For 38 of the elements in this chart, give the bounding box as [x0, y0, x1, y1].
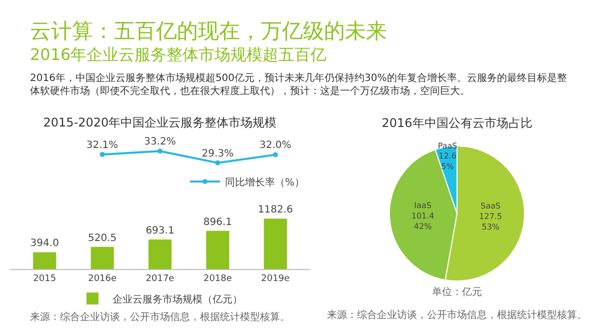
x-tick-label: 2016e	[88, 274, 117, 284]
data-label: 33.2%	[144, 136, 176, 148]
source-note: 来源：综合企业访谈，公开市场信息，根据统计模型核算。	[327, 309, 587, 321]
text: 云计算：五百亿的现在，万亿级的未来	[30, 18, 388, 44]
point	[158, 148, 162, 154]
x-tick-label: 2018e	[203, 274, 232, 284]
data-label: 693.1	[146, 225, 174, 236]
data-label: 896.1	[203, 216, 232, 228]
bar	[148, 239, 172, 269]
data-label: 12.6 5%	[438, 152, 456, 172]
data-label: 1182.6	[258, 204, 293, 216]
bar	[33, 252, 56, 269]
x-tick-label: 2019e	[261, 274, 290, 284]
legend-label: 企业云服务市场规模（亿元）	[112, 293, 242, 306]
data-label: 32.1%	[86, 140, 118, 151]
data-label: 32.0%	[259, 140, 292, 152]
point	[100, 152, 105, 157]
slice-label: IaaS	[414, 201, 432, 210]
data-label: 127.5 53%	[479, 212, 502, 232]
text: 单位：亿元	[432, 286, 482, 298]
chart-title: 2015-2020年中国企业云服务整体市场规模	[43, 115, 277, 130]
x-tick-label: 2017e	[146, 274, 175, 284]
legend-label: 同比增长率（%）	[225, 176, 305, 188]
point	[215, 160, 220, 166]
chart-title: 2016年中国公有云市场占比	[382, 116, 532, 130]
data-label: 29.3%	[202, 148, 234, 160]
point	[272, 152, 278, 158]
text: 2016年企业云服务整体市场规模超五百亿	[30, 44, 328, 66]
bar	[90, 246, 114, 269]
text: 2016年，中国企业云服务整体市场规模超500亿元，预计未来几年仍保持约30%的年复合增长率。云服务的最终目标是整体软硬件市场（即使不完全取代，也在很大程度上取代），预计：这是一个万亿级市场，空间巨大。	[30, 72, 568, 98]
bar	[264, 218, 287, 269]
x-tick-label: 2015	[33, 274, 56, 284]
source-note: 来源：综合企业访谈，公开市场信息，根据统计模型核算。	[30, 311, 290, 323]
bar	[206, 230, 230, 269]
data-label: 520.5	[88, 232, 117, 244]
data-label: 101.4 42%	[411, 212, 434, 232]
data-label: 394.0	[30, 238, 59, 250]
slice-label: SaaS	[480, 202, 501, 211]
